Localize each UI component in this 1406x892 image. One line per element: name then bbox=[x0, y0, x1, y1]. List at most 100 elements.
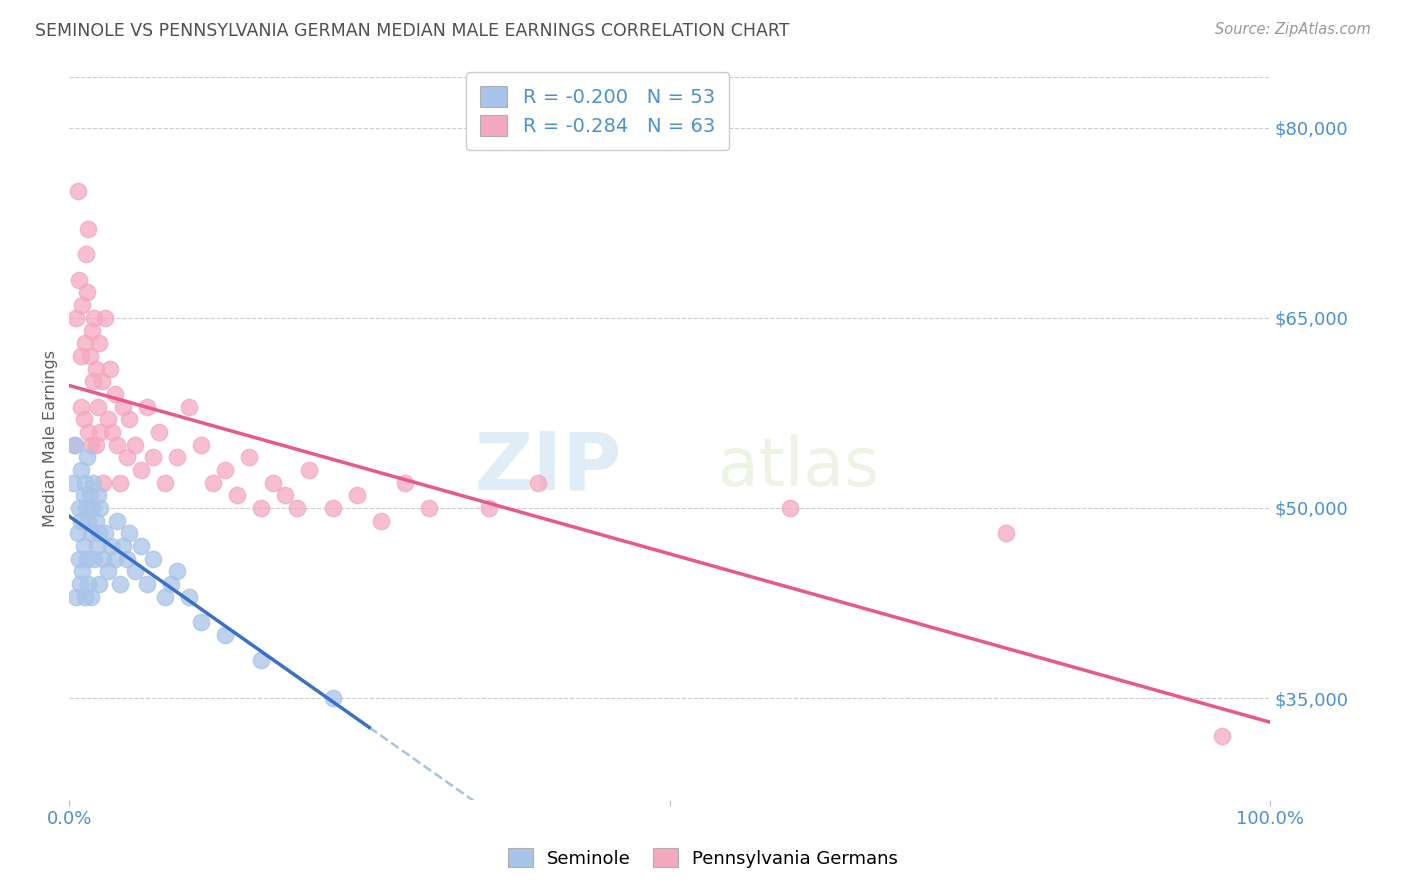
Point bbox=[179, 400, 201, 414]
Point bbox=[70, 349, 93, 363]
Point bbox=[287, 500, 309, 515]
Point bbox=[65, 437, 87, 451]
Legend: R = -0.200   N = 53, R = -0.284   N = 63: R = -0.200 N = 53, R = -0.284 N = 63 bbox=[467, 72, 728, 150]
Point bbox=[97, 412, 120, 426]
Point bbox=[89, 336, 111, 351]
Point bbox=[105, 514, 128, 528]
Point bbox=[322, 691, 344, 706]
Point bbox=[80, 324, 103, 338]
Point bbox=[83, 310, 105, 325]
Point bbox=[190, 615, 212, 629]
Text: Source: ZipAtlas.com: Source: ZipAtlas.com bbox=[1215, 22, 1371, 37]
Point bbox=[86, 539, 108, 553]
Point bbox=[70, 514, 93, 528]
Text: atlas: atlas bbox=[717, 434, 879, 500]
Point bbox=[179, 590, 201, 604]
Point bbox=[129, 539, 152, 553]
Point bbox=[322, 500, 344, 515]
Point bbox=[124, 437, 146, 451]
Point bbox=[72, 565, 94, 579]
Point bbox=[98, 361, 121, 376]
Point bbox=[69, 577, 91, 591]
Point bbox=[87, 488, 110, 502]
Point bbox=[129, 463, 152, 477]
Point bbox=[418, 500, 440, 515]
Point bbox=[1211, 729, 1233, 743]
Point bbox=[65, 590, 87, 604]
Text: ZIP: ZIP bbox=[474, 428, 621, 506]
Point bbox=[142, 450, 165, 465]
Point bbox=[79, 488, 101, 502]
Point bbox=[82, 475, 104, 490]
Point bbox=[250, 653, 273, 667]
Point bbox=[70, 463, 93, 477]
Legend: Seminole, Pennsylvania Germans: Seminole, Pennsylvania Germans bbox=[496, 837, 910, 879]
Point bbox=[91, 475, 114, 490]
Point bbox=[250, 500, 273, 515]
Point bbox=[262, 475, 284, 490]
Point bbox=[148, 425, 170, 439]
Point bbox=[94, 310, 117, 325]
Point bbox=[298, 463, 321, 477]
Point bbox=[84, 514, 107, 528]
Point bbox=[67, 273, 90, 287]
Point bbox=[75, 500, 97, 515]
Point bbox=[77, 577, 100, 591]
Point bbox=[76, 551, 98, 566]
Point bbox=[77, 425, 100, 439]
Point bbox=[89, 526, 111, 541]
Text: SEMINOLE VS PENNSYLVANIA GERMAN MEDIAN MALE EARNINGS CORRELATION CHART: SEMINOLE VS PENNSYLVANIA GERMAN MEDIAN M… bbox=[35, 22, 790, 40]
Point bbox=[118, 526, 141, 541]
Point bbox=[77, 222, 100, 236]
Y-axis label: Median Male Earnings: Median Male Earnings bbox=[44, 350, 58, 527]
Point bbox=[84, 437, 107, 451]
Point bbox=[214, 628, 236, 642]
Point bbox=[91, 551, 114, 566]
Point bbox=[394, 475, 416, 490]
Point bbox=[136, 577, 159, 591]
Point bbox=[155, 475, 177, 490]
Point bbox=[994, 526, 1017, 541]
Point bbox=[72, 539, 94, 553]
Point bbox=[108, 577, 131, 591]
Point bbox=[89, 577, 111, 591]
Point bbox=[80, 590, 103, 604]
Point bbox=[82, 374, 104, 388]
Point bbox=[72, 488, 94, 502]
Point bbox=[66, 526, 89, 541]
Point bbox=[83, 551, 105, 566]
Point bbox=[238, 450, 260, 465]
Point bbox=[370, 514, 392, 528]
Point bbox=[112, 400, 135, 414]
Point bbox=[155, 590, 177, 604]
Point bbox=[108, 475, 131, 490]
Point bbox=[76, 450, 98, 465]
Point bbox=[80, 500, 103, 515]
Point bbox=[478, 500, 501, 515]
Point bbox=[80, 437, 103, 451]
Point bbox=[100, 539, 122, 553]
Point bbox=[115, 551, 138, 566]
Point bbox=[90, 374, 112, 388]
Point bbox=[70, 400, 93, 414]
Point bbox=[166, 450, 188, 465]
Point bbox=[72, 298, 94, 312]
Point bbox=[65, 310, 87, 325]
Point bbox=[142, 551, 165, 566]
Point bbox=[779, 500, 801, 515]
Point bbox=[105, 437, 128, 451]
Point bbox=[73, 336, 96, 351]
Point bbox=[101, 425, 124, 439]
Point bbox=[63, 437, 86, 451]
Point bbox=[115, 450, 138, 465]
Point bbox=[346, 488, 368, 502]
Point bbox=[84, 361, 107, 376]
Point bbox=[94, 526, 117, 541]
Point bbox=[67, 500, 90, 515]
Point bbox=[190, 437, 212, 451]
Point bbox=[77, 514, 100, 528]
Point bbox=[73, 475, 96, 490]
Point bbox=[118, 412, 141, 426]
Point bbox=[202, 475, 225, 490]
Point bbox=[62, 475, 84, 490]
